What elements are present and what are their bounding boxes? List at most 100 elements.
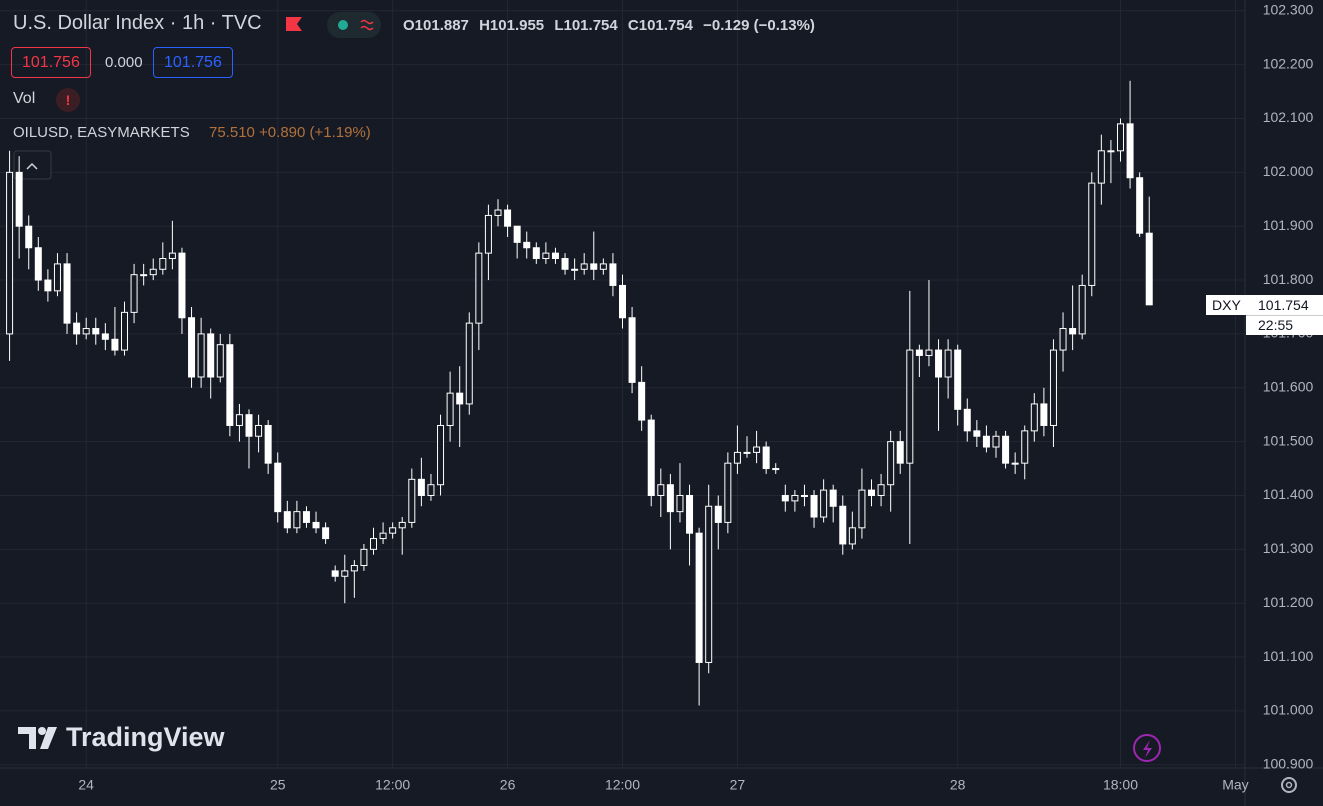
candle-body (6, 171, 14, 335)
x-tick-label: 28 (950, 777, 966, 793)
candle-body (1126, 123, 1134, 179)
ohlc-label: O (403, 17, 415, 34)
ohlc-legend: O101.887 H101.955 L101.754 C101.754 −0.1… (403, 17, 815, 34)
candle-body (992, 435, 1000, 448)
change: −0.129 (−0.13%) (703, 17, 815, 34)
y-tick-label: 101.500 (1263, 432, 1314, 448)
candle-body (1078, 284, 1086, 335)
candle-body (283, 511, 291, 529)
candle-body (714, 505, 722, 523)
x-tick-label: May (1222, 777, 1248, 793)
candle-body (705, 505, 713, 663)
candle-body (312, 521, 320, 529)
settings-gear[interactable] (1281, 777, 1297, 793)
candle-body (647, 419, 655, 496)
candle-body (1117, 123, 1124, 152)
candle-body (44, 279, 52, 292)
y-tick-label: 101.200 (1263, 594, 1314, 610)
candle-body (73, 322, 81, 335)
candle-body (743, 451, 751, 454)
candle-body (800, 494, 808, 497)
flag-icon[interactable] (286, 17, 302, 31)
candle-body (580, 263, 588, 270)
candle-body (1002, 435, 1010, 464)
candle-body (408, 478, 416, 523)
candle-body (446, 392, 454, 426)
y-tick-label: 101.800 (1263, 271, 1314, 287)
x-tick-label: 12:00 (605, 777, 640, 793)
candle-body (1021, 430, 1029, 464)
candle-body (781, 494, 789, 502)
collapse-button[interactable] (13, 150, 52, 180)
price-axis (1245, 0, 1323, 806)
candle-body (571, 268, 579, 271)
candle-body (599, 263, 607, 270)
candle-body (1059, 328, 1067, 351)
candle-body (101, 333, 109, 340)
candle-body (484, 214, 492, 254)
buy-button[interactable]: 101.756 (153, 47, 233, 78)
candle-body (207, 333, 215, 378)
candle-body (657, 484, 665, 496)
y-tick-label: 101.900 (1263, 217, 1314, 233)
candle-body (360, 548, 368, 566)
candle-body (341, 570, 349, 577)
candle-body (858, 489, 866, 529)
candle-body (370, 538, 377, 550)
candle-body (733, 451, 741, 464)
candle-body (1040, 403, 1048, 426)
candle-body (245, 414, 253, 437)
y-tick-label: 100.900 (1263, 755, 1314, 771)
x-tick-label: 27 (730, 777, 746, 793)
candle-body (906, 349, 914, 464)
candle-body (302, 511, 310, 523)
candle-body (532, 247, 540, 260)
candle-body (925, 349, 933, 356)
candle-body (619, 284, 626, 319)
candle-body (226, 344, 234, 426)
y-tick-label: 102.000 (1263, 163, 1314, 179)
candle-body (379, 532, 387, 540)
candle-body (935, 349, 943, 378)
status-pill (327, 12, 381, 38)
candle-body (724, 462, 732, 523)
candle-body (1136, 177, 1144, 234)
y-tick-label: 102.300 (1263, 1, 1314, 17)
candle-body (274, 462, 282, 513)
candle-body (389, 527, 397, 534)
ohlc-label: C (627, 17, 639, 34)
candle-body (475, 252, 483, 324)
candle-body (15, 171, 23, 227)
candle-body (753, 446, 761, 453)
candle-body (542, 252, 550, 260)
y-tick-label: 102.200 (1263, 55, 1314, 71)
ohlc-value: 101.754 (563, 17, 618, 34)
candle-body (666, 484, 674, 513)
y-tick-label: 101.100 (1263, 648, 1314, 664)
candle-body (350, 564, 358, 572)
candle-body (1030, 403, 1038, 432)
x-tick-label: 25 (270, 777, 286, 793)
volume-alert[interactable]: ! (56, 88, 80, 112)
sell-button[interactable]: 101.756 (11, 47, 91, 78)
candle-body (293, 511, 301, 529)
price-time: 22:55 (1246, 315, 1323, 335)
candle-body (877, 484, 885, 496)
candle-body (820, 489, 828, 518)
candle-body (149, 268, 157, 276)
candle-body (523, 241, 531, 249)
candle-body (140, 274, 148, 277)
ohlc-label: H (479, 17, 490, 34)
y-tick-label: 101.000 (1263, 702, 1314, 718)
candle-body (121, 311, 128, 351)
candle-body (1088, 182, 1096, 286)
candle-body (159, 258, 167, 270)
candle-body (235, 414, 243, 426)
price-label: DXY 101.754 (1206, 295, 1323, 315)
candle-body (427, 484, 435, 496)
candle-body (839, 505, 847, 545)
lightning-button[interactable] (1133, 734, 1161, 762)
candle-body (686, 494, 694, 534)
